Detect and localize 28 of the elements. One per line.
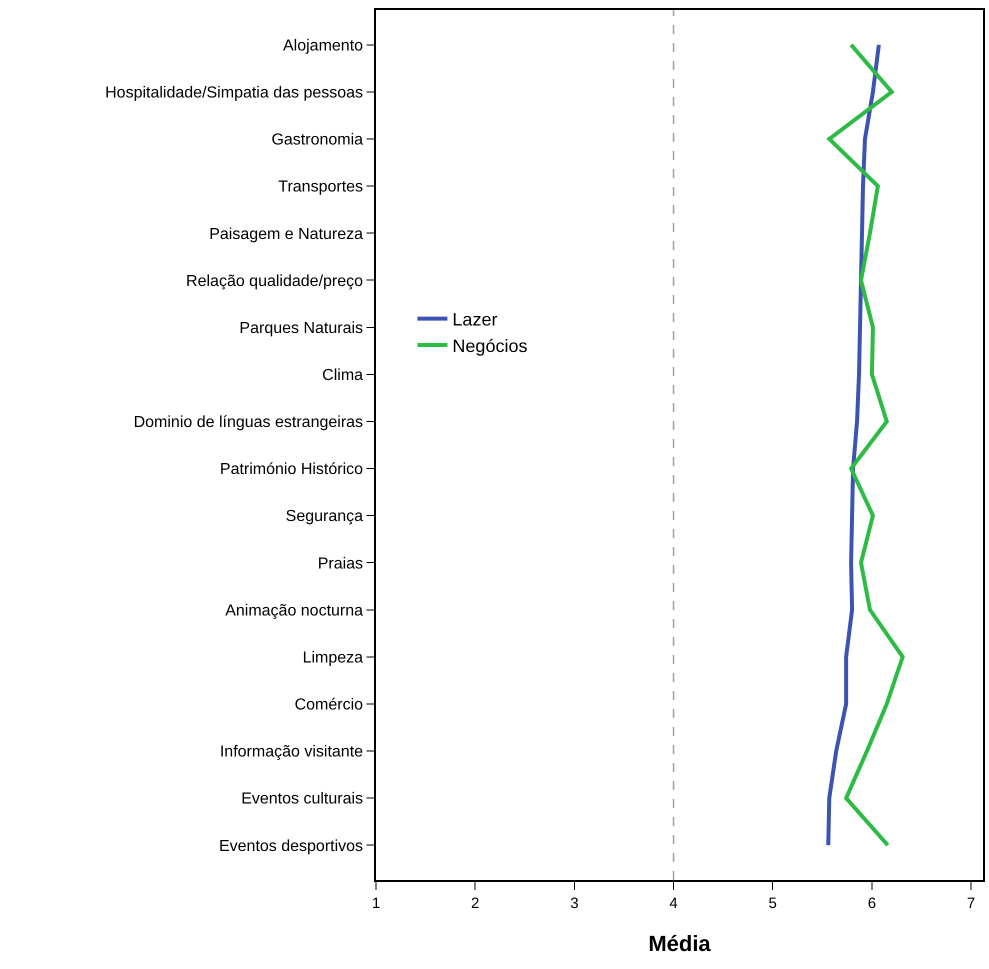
legend-label: Negócios: [452, 336, 528, 356]
y-tick-label: Gastronomia: [271, 132, 364, 149]
y-tick-label: Eventos culturais: [241, 790, 364, 808]
y-tick-label: Transportes: [278, 178, 364, 196]
y-tick-label: Praias: [318, 555, 364, 572]
y-tick-label: Dominio de línguas estrangeiras: [134, 414, 364, 432]
y-tick-label: Hospitalidade/Simpatia das pessoas: [105, 84, 364, 102]
x-tick-label: 1: [372, 894, 380, 912]
y-tick-label: Informação visitante: [220, 744, 364, 761]
y-tick-label: Clima: [322, 366, 364, 384]
y-tick-label: Paisagem e Natureza: [209, 226, 364, 243]
x-tick-label: 7: [966, 894, 976, 912]
x-tick-label: 3: [570, 894, 579, 912]
y-tick-label: Parques Naturais: [239, 320, 364, 337]
y-tick-label: Animação nocturna: [225, 602, 364, 620]
x-axis-title: Média: [648, 931, 712, 956]
y-tick-label: Alojamento: [283, 37, 364, 54]
y-tick-label: Comércio: [294, 696, 364, 714]
y-tick-label: Eventos desportivos: [218, 838, 364, 855]
x-tick-label: 4: [669, 894, 678, 912]
x-tick-label: 2: [471, 894, 480, 912]
x-tick-label: 5: [768, 894, 777, 912]
y-tick-label: Segurança: [286, 508, 364, 526]
legend-label: Lazer: [452, 310, 498, 330]
y-tick-label: Património Histórico: [220, 461, 364, 478]
y-tick-label: Relação qualidade/preço: [186, 272, 364, 290]
x-tick-label: 6: [868, 894, 876, 912]
y-tick-label: Limpeza: [302, 649, 364, 666]
